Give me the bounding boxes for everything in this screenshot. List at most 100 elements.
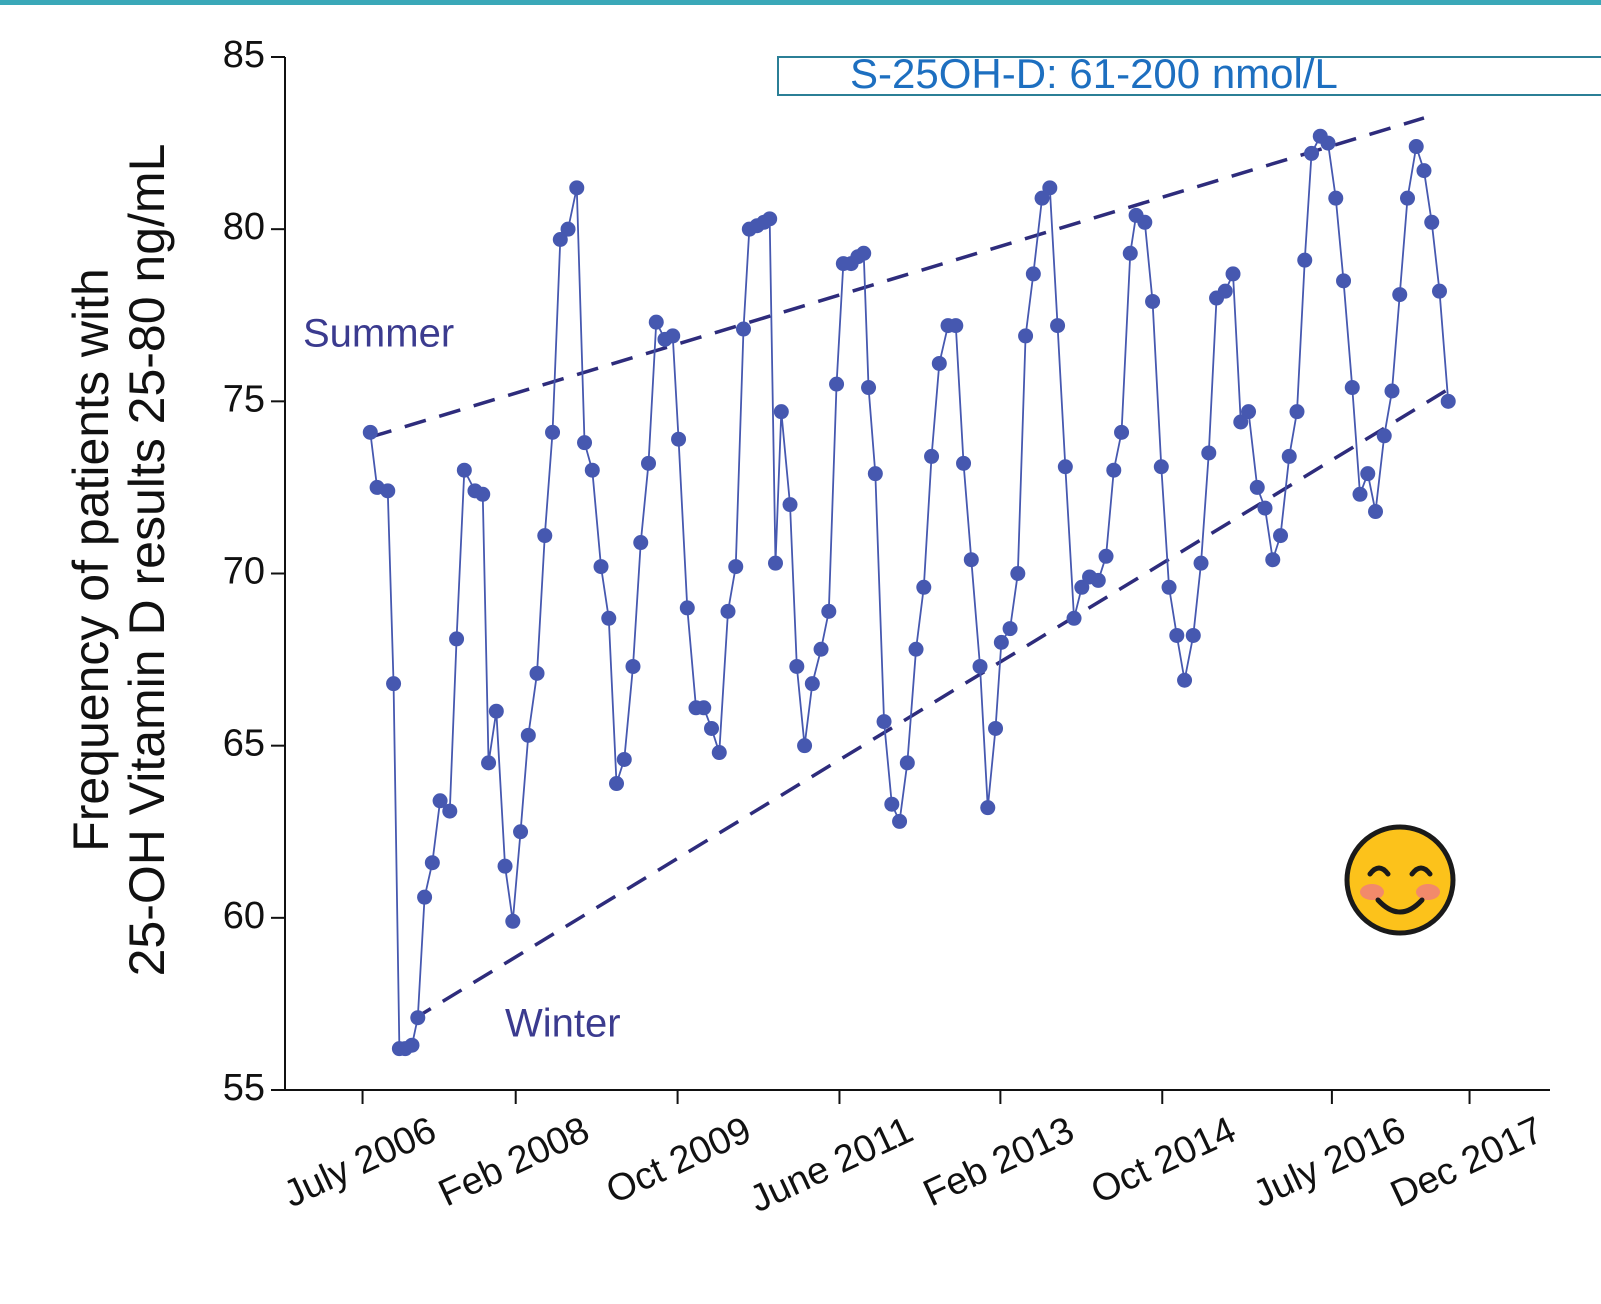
data-point <box>1249 479 1265 495</box>
top-border <box>0 0 1601 5</box>
data-point <box>797 738 813 754</box>
data-point <box>1265 552 1281 568</box>
data-point <box>972 658 988 674</box>
data-point <box>980 800 996 816</box>
data-point <box>1408 139 1424 155</box>
data-point <box>1098 548 1114 564</box>
data-point <box>876 714 892 730</box>
data-point <box>404 1037 420 1053</box>
data-point <box>1384 383 1400 399</box>
data-point <box>665 328 681 344</box>
data-point <box>1161 579 1177 595</box>
data-point <box>633 535 649 551</box>
data-point <box>1193 555 1209 571</box>
data-point <box>560 221 576 237</box>
data-point <box>1185 627 1201 643</box>
data-point <box>380 483 396 499</box>
data-point <box>545 424 561 440</box>
data-point <box>1137 214 1153 230</box>
data-point <box>577 435 593 451</box>
data-point <box>1368 504 1384 520</box>
y-axis-title-line: Frequency of patients with <box>63 268 119 852</box>
data-point <box>569 180 585 196</box>
data-point <box>449 631 465 647</box>
data-point <box>1416 163 1432 179</box>
data-point <box>505 913 521 929</box>
data-point <box>1145 293 1161 309</box>
emoji-face <box>1344 824 1456 936</box>
data-point <box>720 603 736 619</box>
data-point <box>513 824 529 840</box>
data-point <box>386 676 402 692</box>
y-tick-label: 65 <box>223 723 265 765</box>
data-point <box>1297 252 1313 268</box>
data-point <box>1050 318 1066 334</box>
annotation: Summer <box>303 312 454 356</box>
emoji-mouth <box>1375 897 1425 915</box>
data-point <box>993 634 1009 650</box>
data-point <box>609 776 625 792</box>
data-point <box>1018 328 1034 344</box>
x-tick-label: June 2011 <box>743 1109 919 1221</box>
data-point <box>1042 180 1058 196</box>
data-point <box>1400 190 1416 206</box>
data-point <box>424 855 440 871</box>
data-point <box>1241 404 1257 420</box>
data-point <box>1074 579 1090 595</box>
info-box <box>777 56 1601 96</box>
data-point <box>867 466 883 482</box>
data-point <box>625 658 641 674</box>
data-point <box>1177 672 1193 688</box>
data-point <box>488 703 504 719</box>
data-point <box>988 720 1004 736</box>
data-point <box>704 720 720 736</box>
y-tick-label: 85 <box>223 34 265 76</box>
data-point <box>520 727 536 743</box>
data-point <box>908 641 924 657</box>
data-point <box>1431 283 1447 299</box>
data-point <box>736 321 752 337</box>
data-point <box>1281 448 1297 464</box>
data-point <box>1360 466 1376 482</box>
y-tick-label: 75 <box>223 378 265 420</box>
emoji <box>1344 824 1456 936</box>
data-point <box>948 318 964 334</box>
series-line <box>369 134 1450 1050</box>
data-point <box>892 813 908 829</box>
data-point <box>1201 445 1217 461</box>
data-point <box>593 559 609 575</box>
data-point <box>804 676 820 692</box>
data-point <box>1010 566 1026 581</box>
data-point <box>1233 414 1249 430</box>
data-point <box>1440 393 1456 409</box>
data-point <box>671 431 687 447</box>
data-point <box>1106 462 1122 478</box>
data-point <box>1320 135 1336 151</box>
data-point <box>417 889 433 905</box>
emoji-cheek <box>1360 884 1384 900</box>
data-point <box>648 314 664 330</box>
data-point <box>924 448 940 464</box>
data-point <box>1114 424 1130 440</box>
x-tick-label: July 2016 <box>1247 1109 1412 1216</box>
data-point <box>762 211 778 227</box>
data-point <box>829 376 845 392</box>
data-point <box>679 600 695 616</box>
data-point <box>1066 610 1082 626</box>
info-box-text: S-25OH-D: 61-200 nmol/L <box>850 50 1338 97</box>
y-axis-title-line: 25-OH Vitamin D results 25-80 ng/mL <box>119 144 175 977</box>
x-tick-label: Feb 2013 <box>917 1109 1080 1215</box>
data-point <box>601 610 617 626</box>
x-tick-label: Oct 2014 <box>1085 1109 1243 1212</box>
data-point <box>410 1010 426 1026</box>
y-axis-title: Frequency of patients with 25-OH Vitamin… <box>63 144 175 977</box>
data-point <box>1304 145 1320 161</box>
data-point <box>1122 245 1138 261</box>
annotation: Winter <box>505 1002 621 1046</box>
data-point <box>789 658 805 674</box>
data-point <box>475 486 491 502</box>
data-point <box>481 755 497 771</box>
data-point <box>1336 273 1352 289</box>
data-point <box>1153 459 1169 475</box>
y-tick-label: 80 <box>223 206 265 248</box>
